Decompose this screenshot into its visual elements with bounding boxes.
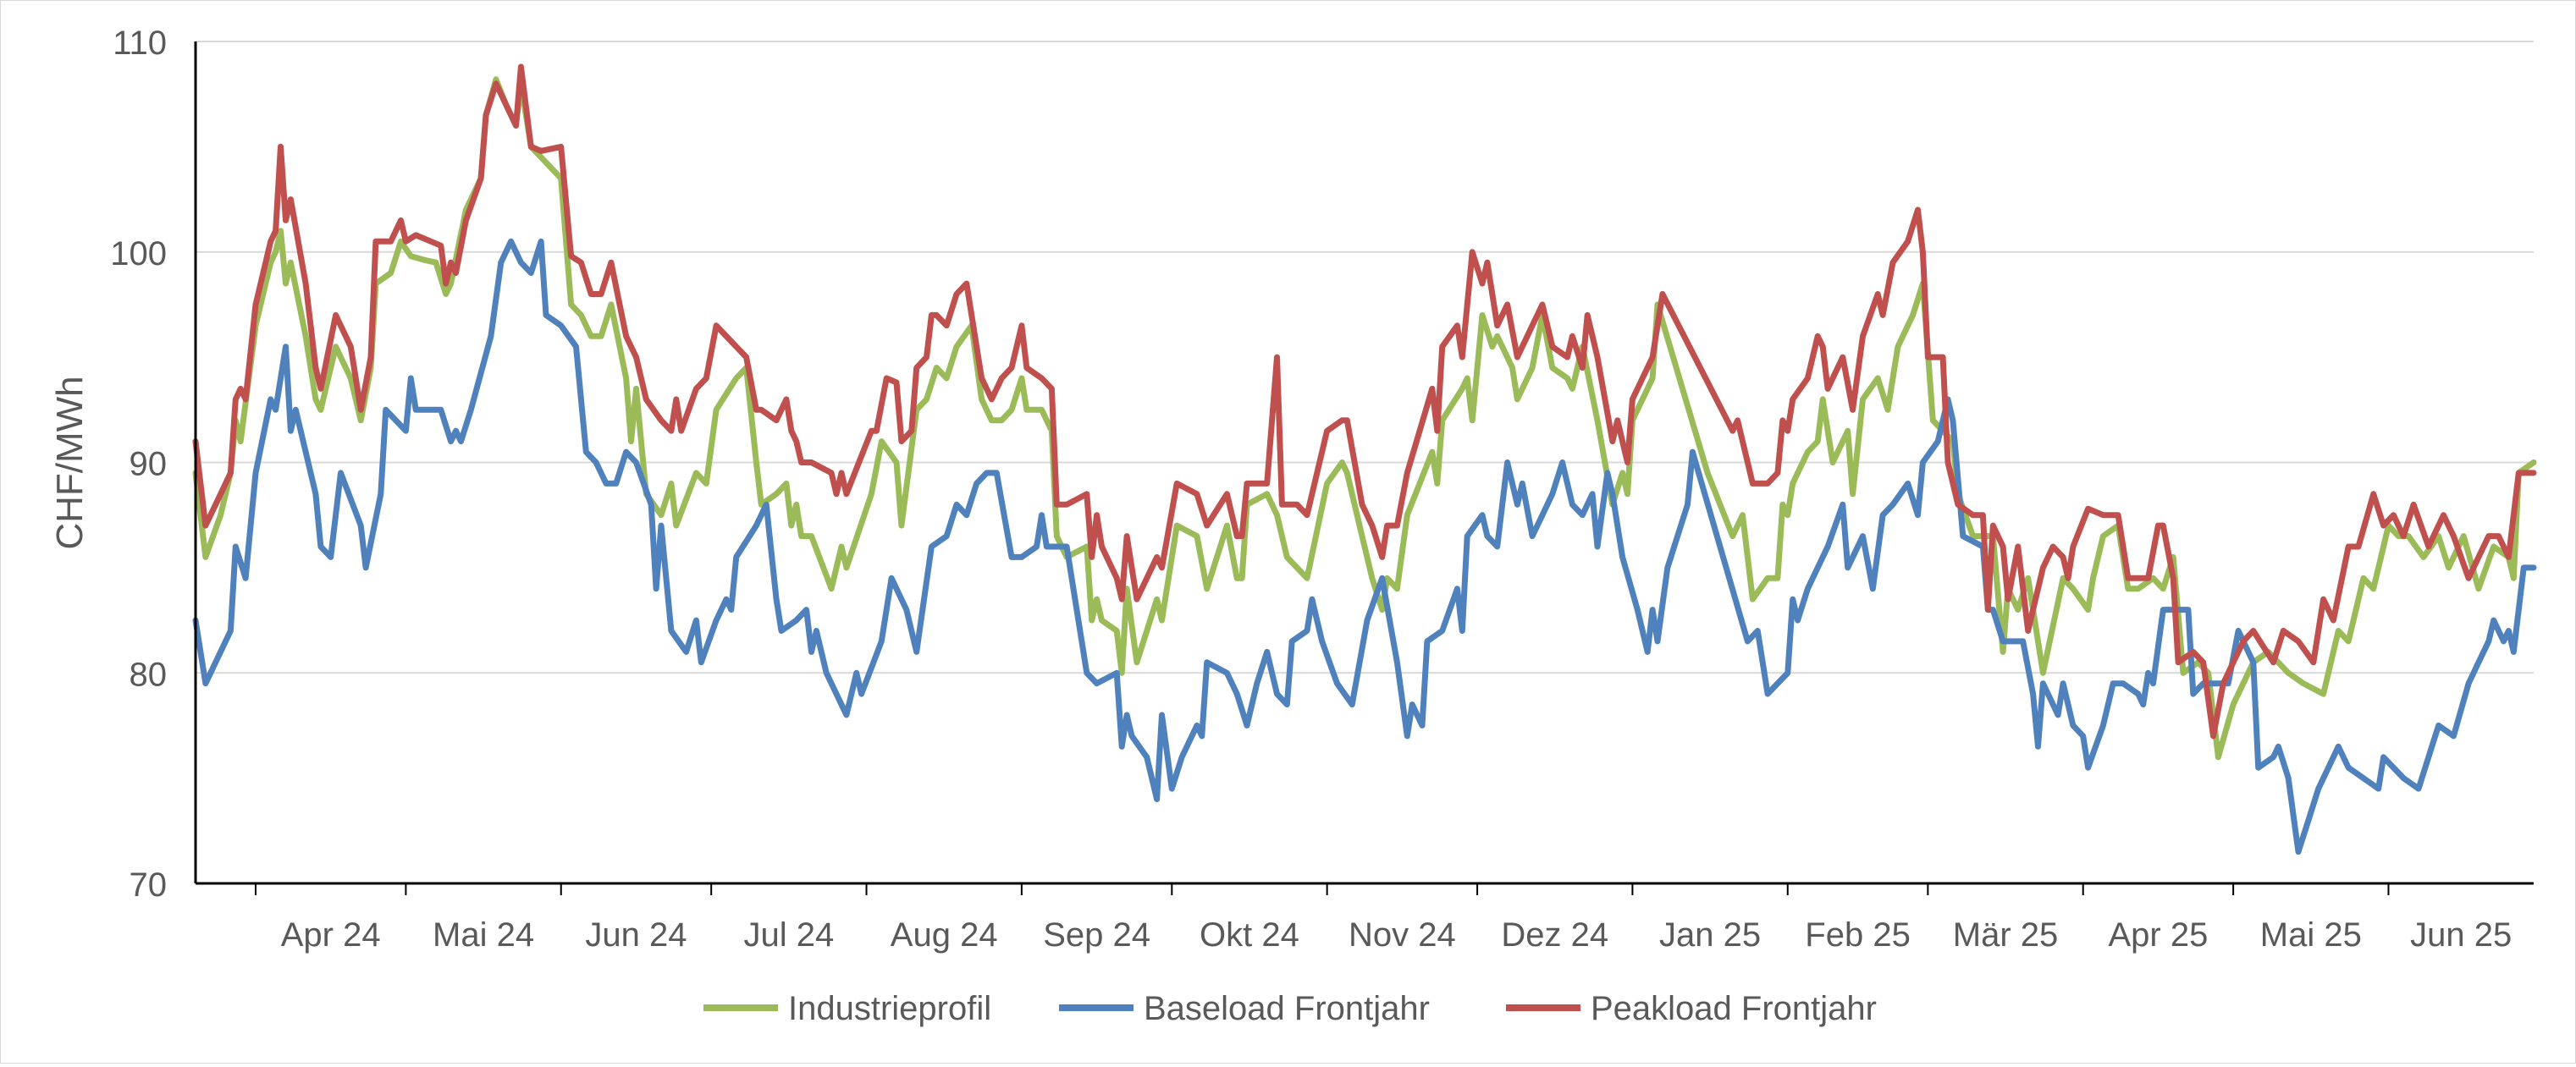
x-tick-label: Nov 24	[1349, 916, 1456, 954]
y-tick-label: 100	[110, 235, 167, 272]
legend-label: Peakload Frontjahr	[1591, 990, 1877, 1027]
x-tick-label: Jun 24	[585, 916, 687, 954]
x-tick-label: Jul 24	[743, 916, 834, 954]
legend-label: Industrieprofil	[788, 990, 991, 1027]
series-line-3	[192, 63, 2537, 740]
legend-label: Baseload Frontjahr	[1144, 990, 1430, 1027]
x-tick-label: Dez 24	[1501, 916, 1608, 954]
y-axis-label: CHF/MWh	[49, 376, 91, 549]
x-tick-label: Sep 24	[1043, 916, 1150, 954]
x-axis-tick-labels: Apr 24 Mai 24 Jun 24 Jul 24 Aug 24 Sep 24 Okt …	[281, 916, 2513, 954]
x-tick-label: Feb 25	[1805, 916, 1911, 954]
x-tick-label: Okt 24	[1200, 916, 1299, 954]
legend: Industrieprofil Baseload Frontjahr Peakloa…	[703, 990, 1877, 1027]
x-tick-label: Mär 25	[1953, 916, 2059, 954]
gridlines	[196, 41, 2534, 895]
series-lines	[192, 63, 2537, 855]
x-tick-label: Apr 25	[2108, 916, 2208, 954]
x-tick-label: Mai 24	[433, 916, 534, 954]
series-line-2	[192, 238, 2537, 855]
y-axis-tick-labels: 70 80 90 100 110	[110, 25, 167, 904]
series-line-1	[192, 76, 2537, 761]
y-tick-label: 90	[130, 446, 168, 483]
x-tick-label: Jun 25	[2410, 916, 2512, 954]
y-tick-label: 70	[130, 866, 168, 904]
x-tick-label: Mai 25	[2260, 916, 2362, 954]
x-tick-label: Jan 25	[1659, 916, 1761, 954]
y-tick-label: 110	[113, 25, 167, 62]
x-tick-label: Apr 24	[281, 916, 381, 954]
x-tick-label: Aug 24	[891, 916, 998, 954]
y-tick-label: 80	[130, 656, 168, 693]
